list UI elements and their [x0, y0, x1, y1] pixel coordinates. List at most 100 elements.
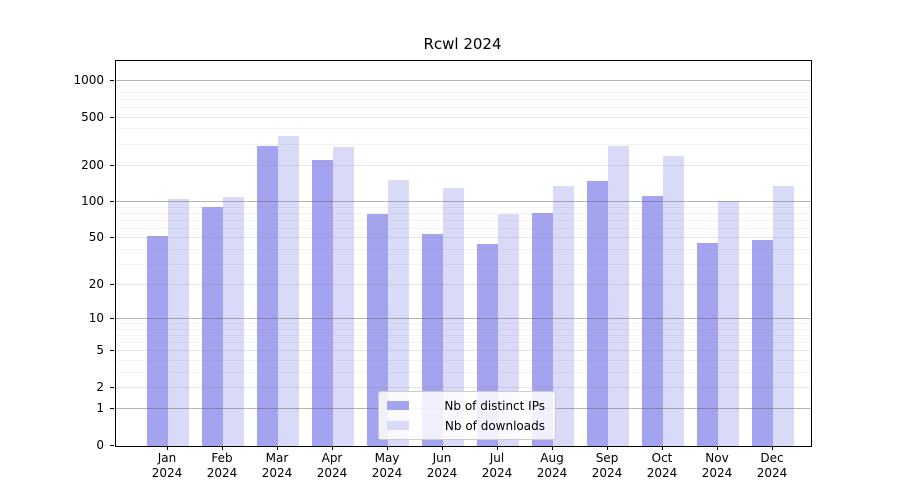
- x-tick-label-apr: Apr 2024: [316, 451, 348, 480]
- x-tick-mark-6: [442, 446, 443, 450]
- x-tick-label-jun: Jun 2024: [426, 451, 458, 480]
- x-tick-mark-11: [717, 446, 718, 450]
- y-tick-mark-200: [110, 164, 114, 166]
- bar-downloads-feb-2024: [223, 197, 244, 446]
- y-tick-label-1: 1: [96, 401, 104, 416]
- bar-distinct-ips-sep-2024: [587, 180, 608, 446]
- bar-distinct-ips-oct-2024: [642, 196, 663, 446]
- gridline-3: [116, 371, 811, 373]
- plot-area: [115, 60, 812, 447]
- y-tick-label-100: 100: [81, 194, 104, 209]
- legend-row-distinct-ips: Nb of distinct IPs: [387, 399, 545, 413]
- gridline-30: [116, 263, 811, 265]
- chart-title: Rcwl 2024: [423, 35, 502, 53]
- x-tick-mark-5: [387, 446, 388, 450]
- bar-distinct-ips-mar-2024: [257, 146, 278, 446]
- gridline-500: [116, 116, 811, 118]
- bar-downloads-dec-2024: [773, 186, 794, 446]
- bar-distinct-ips-feb-2024: [202, 206, 223, 446]
- gridline-90: [116, 206, 811, 208]
- bar-distinct-ips-jan-2024: [147, 236, 168, 446]
- y-tick-mark-500: [110, 116, 114, 118]
- gridline-600: [116, 106, 811, 108]
- gridline-10: [116, 318, 811, 320]
- x-tick-mark-7: [497, 446, 498, 450]
- x-tick-label-jul: Jul 2024: [481, 451, 513, 480]
- y-tick-label-2: 2: [96, 380, 104, 394]
- x-tick-label-oct: Oct 2024: [646, 451, 678, 480]
- x-tick-mark-10: [662, 446, 663, 450]
- bar-downloads-jun-2024: [443, 188, 464, 446]
- gridline-40: [116, 248, 811, 250]
- bar-downloads-jul-2024: [498, 213, 519, 446]
- gridline-50: [116, 237, 811, 239]
- x-tick-label-jan: Jan 2024: [151, 451, 183, 480]
- bar-distinct-ips-apr-2024: [312, 160, 333, 446]
- bar-downloads-jan-2024: [168, 198, 189, 446]
- x-tick-mark-2: [222, 446, 223, 450]
- gridline-70: [116, 219, 811, 221]
- x-tick-label-may: May 2024: [371, 451, 403, 480]
- x-tick-label-sep: Sep 2024: [591, 451, 623, 480]
- y-tick-label-0: 0: [96, 438, 104, 452]
- gridline-8: [116, 328, 811, 330]
- x-tick-label-aug: Aug 2024: [536, 451, 568, 480]
- y-tick-label-1000: 1000: [73, 73, 104, 87]
- y-tick-mark-2: [110, 387, 114, 388]
- y-tick-label-500: 500: [81, 109, 104, 124]
- x-tick-mark-8: [552, 446, 553, 450]
- y-tick-mark-10: [110, 318, 114, 320]
- gridline-400: [116, 128, 811, 130]
- gridline-1000: [116, 80, 811, 81]
- bar-downloads-nov-2024: [718, 200, 739, 446]
- gridline-60: [116, 227, 811, 229]
- y-tick-mark-20: [110, 284, 114, 286]
- y-tick-label-50: 50: [88, 230, 104, 245]
- x-tick-label-dec: Dec 2024: [756, 451, 788, 480]
- x-tick-label-feb: Feb 2024: [206, 451, 238, 480]
- x-tick-label-mar: Mar 2024: [261, 451, 293, 480]
- gridline-900: [116, 85, 811, 87]
- y-tick-mark-1000: [110, 80, 114, 81]
- legend-label-distinct-ips: Nb of distinct IPs: [444, 398, 545, 413]
- gridline-20: [116, 284, 811, 286]
- gridline-100: [116, 201, 811, 203]
- gridline-6: [116, 342, 811, 344]
- x-tick-mark-12: [772, 446, 773, 450]
- gridline-700: [116, 98, 811, 100]
- gridline-300: [116, 143, 811, 145]
- x-tick-label-nov: Nov 2024: [701, 451, 733, 480]
- bar-downloads-sep-2024: [608, 146, 629, 446]
- gridline-200: [116, 164, 811, 166]
- y-tick-label-5: 5: [96, 343, 104, 358]
- bar-downloads-apr-2024: [333, 147, 354, 446]
- gridline-80: [116, 212, 811, 214]
- bar-distinct-ips-nov-2024: [697, 242, 718, 446]
- gridline-800: [116, 91, 811, 93]
- bar-downloads-may-2024: [388, 179, 409, 446]
- y-tick-mark-50: [110, 237, 114, 239]
- bar-downloads-aug-2024: [553, 185, 574, 446]
- gridline-5: [116, 350, 811, 352]
- legend-swatch-distinct-ips: [387, 401, 409, 410]
- y-tick-mark-0: [110, 445, 114, 446]
- y-tick-label-10: 10: [88, 311, 104, 326]
- x-tick-mark-4: [332, 446, 333, 450]
- y-tick-mark-100: [110, 201, 114, 203]
- bar-distinct-ips-dec-2024: [752, 240, 773, 446]
- bar-downloads-mar-2024: [278, 136, 299, 446]
- gridline-7: [116, 335, 811, 337]
- x-tick-mark-3: [277, 446, 278, 450]
- gridline-4: [116, 360, 811, 361]
- y-tick-label-200: 200: [81, 157, 104, 172]
- x-tick-mark-1: [167, 446, 168, 450]
- legend: Nb of distinct IPs Nb of downloads: [378, 391, 556, 440]
- y-tick-mark-5: [110, 350, 114, 352]
- x-tick-mark-9: [607, 446, 608, 450]
- bar-distinct-ips-may-2024: [367, 213, 388, 446]
- legend-row-downloads: Nb of downloads: [387, 419, 545, 433]
- bar-distinct-ips-aug-2024: [532, 212, 553, 446]
- gridline-9: [116, 323, 811, 325]
- legend-swatch-downloads: [387, 421, 409, 430]
